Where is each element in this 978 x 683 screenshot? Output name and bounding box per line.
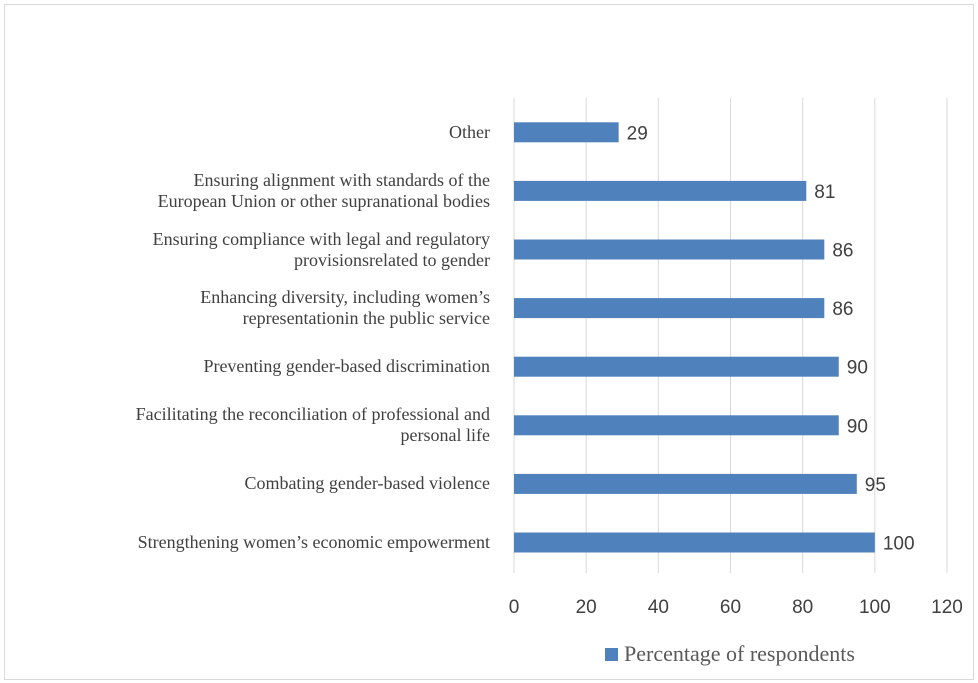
data-label: 29 bbox=[627, 123, 648, 144]
bar bbox=[514, 239, 825, 260]
category-label: Combating gender-based violence bbox=[244, 473, 490, 494]
legend-label: Percentage of respondents bbox=[624, 641, 855, 666]
data-label: 86 bbox=[832, 299, 853, 320]
legend-swatch bbox=[605, 647, 618, 661]
chart-plot: 0 20 40 60 80 100 120 29 81 86 86 90 90 95 100 bbox=[509, 98, 963, 618]
bar bbox=[514, 415, 839, 436]
bar bbox=[514, 298, 825, 319]
bar bbox=[514, 473, 857, 494]
data-label: 90 bbox=[847, 358, 868, 379]
data-label: 90 bbox=[847, 416, 868, 437]
bar bbox=[514, 180, 807, 201]
data-label: 95 bbox=[865, 475, 886, 496]
x-tick-label: 20 bbox=[576, 597, 597, 618]
category-label: Strengthening women’s economic empowerme… bbox=[137, 532, 490, 552]
category-label: Other bbox=[449, 121, 490, 142]
x-tick-label: 120 bbox=[931, 597, 963, 618]
chart-frame: 0 20 40 60 80 100 120 29 81 86 86 90 90 95 100 Other En… bbox=[4, 4, 974, 680]
bar bbox=[514, 532, 875, 553]
x-tick-label: 0 bbox=[509, 597, 520, 618]
x-tick-label: 60 bbox=[720, 597, 741, 618]
x-tick-label: 80 bbox=[792, 597, 813, 618]
category-label: Facilitating the reconciliation of profe… bbox=[135, 404, 490, 446]
bar bbox=[514, 356, 839, 377]
x-tick-label: 100 bbox=[859, 597, 891, 618]
data-label: 81 bbox=[814, 182, 835, 203]
x-tick-label: 40 bbox=[648, 597, 669, 618]
data-label: 100 bbox=[883, 534, 915, 555]
category-label: Ensuring compliance with legal and regul… bbox=[152, 228, 490, 270]
bar bbox=[514, 122, 619, 143]
legend: Percentage of respondents bbox=[605, 641, 855, 667]
category-label: Enhancing diversity, including women’s re… bbox=[200, 287, 490, 329]
data-label: 86 bbox=[832, 241, 853, 262]
category-label: Ensuring alignment with standards of the… bbox=[157, 169, 490, 211]
category-label: Preventing gender-based discrimination bbox=[203, 356, 490, 377]
